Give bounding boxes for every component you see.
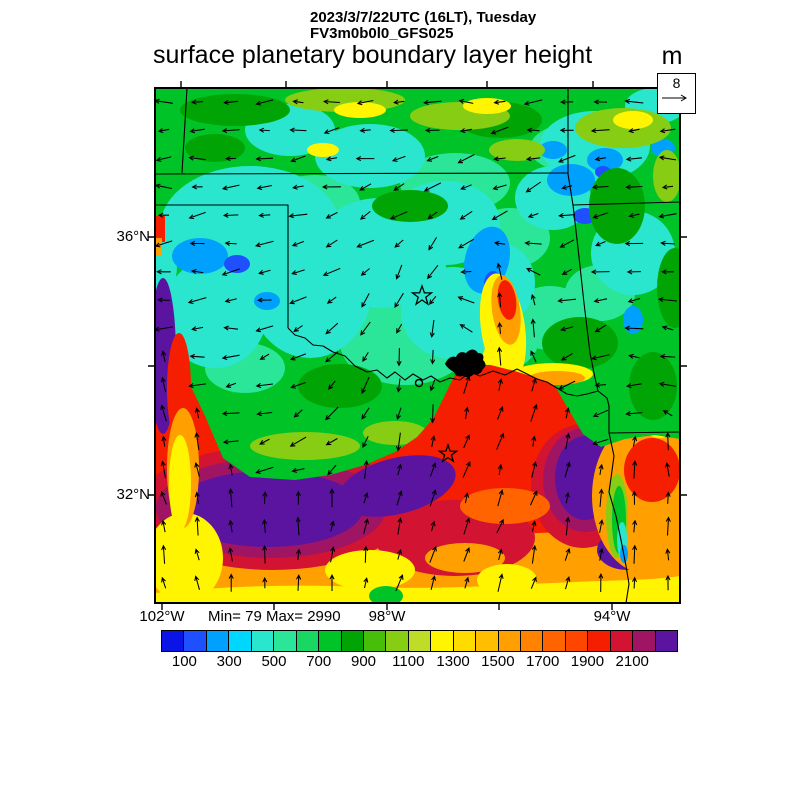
colorbar-tick-label: 1100: [392, 653, 425, 670]
colorbar-tick-label: 500: [261, 653, 287, 670]
colorbar-cell: [319, 631, 342, 651]
plot-title: surface planetary boundary layer height: [153, 41, 593, 69]
colorbar-tick-label: 1500: [481, 653, 515, 670]
colorbar-cell: [498, 631, 521, 651]
colorbar-cell: [453, 631, 477, 651]
colorbar-cell: [476, 631, 499, 651]
colorbar-cell: [296, 631, 320, 651]
map-frame: [154, 87, 681, 604]
colorbar-cell: [274, 631, 297, 651]
colorbar-cell: [229, 631, 252, 651]
lat-label: 36°N: [116, 228, 150, 245]
wind-vector-arrows: [155, 98, 677, 593]
colorbar-cell: [431, 631, 454, 651]
colorbar-cell: [162, 631, 185, 651]
colorbar-cell: [610, 631, 634, 651]
pbl-map: [148, 81, 687, 610]
colorbar-cell: [341, 631, 364, 651]
lon-label: 102°W: [139, 608, 185, 625]
colorbar-tick-label: 1900: [570, 653, 605, 670]
wind-reference-value: 8: [672, 75, 681, 91]
units-label: m: [661, 42, 683, 70]
state-borders: [155, 88, 680, 603]
city-star-markers: [410, 284, 459, 463]
colorbar-cell: [184, 631, 207, 651]
colorbar-cell: [408, 631, 432, 651]
colorbar-cell: [655, 631, 678, 651]
datetime-title: 2023/3/7/22UTC (16LT), Tuesday: [310, 9, 537, 26]
colorbar-tick-label: 100: [171, 653, 197, 670]
colorbar-tick-labels: 100 300 500 700 900 1100 1300 1500 1700 1900 2100: [161, 653, 678, 673]
colorbar-cell: [588, 631, 611, 651]
lake-shape: [414, 349, 486, 388]
colorbar-cell: [521, 631, 544, 651]
min-max-stats: Min= 79 Max= 2990: [208, 608, 341, 625]
colorbar-tick-label: 300: [216, 653, 242, 670]
model-title: FV3m0b0l0_GFS025: [310, 25, 454, 42]
colorbar-cell: [206, 631, 230, 651]
axis-ticks: [148, 81, 687, 610]
colorbar-tick-label: 1300: [436, 653, 470, 670]
colorbar-cell: [543, 631, 566, 651]
star-marker: [410, 284, 434, 306]
colorbar-tick-label: 700: [306, 653, 332, 670]
pbl-field: [155, 88, 680, 603]
colorbar-cell: [251, 631, 275, 651]
lon-label: 94°W: [593, 608, 631, 625]
wind-reference-box: 8: [657, 73, 696, 114]
colorbar-cell: [565, 631, 589, 651]
lon-label: 98°W: [368, 608, 406, 625]
wind-reference-arrow-icon: [662, 94, 687, 102]
colorbar-tick-label: 1700: [525, 653, 560, 670]
colorbar-cell: [363, 631, 387, 651]
star-marker: [437, 443, 459, 463]
colorbar: [161, 630, 678, 652]
lat-label: 32°N: [116, 486, 150, 503]
colorbar-cell: [386, 631, 409, 651]
colorbar-tick-label: 2100: [615, 653, 649, 670]
colorbar-cell: [633, 631, 656, 651]
latitude-axis-labels: 36°N 32°N: [98, 0, 150, 620]
colorbar-tick-label: 900: [351, 653, 377, 670]
longitude-axis-labels: 102°W 98°W 94°W: [0, 608, 800, 628]
